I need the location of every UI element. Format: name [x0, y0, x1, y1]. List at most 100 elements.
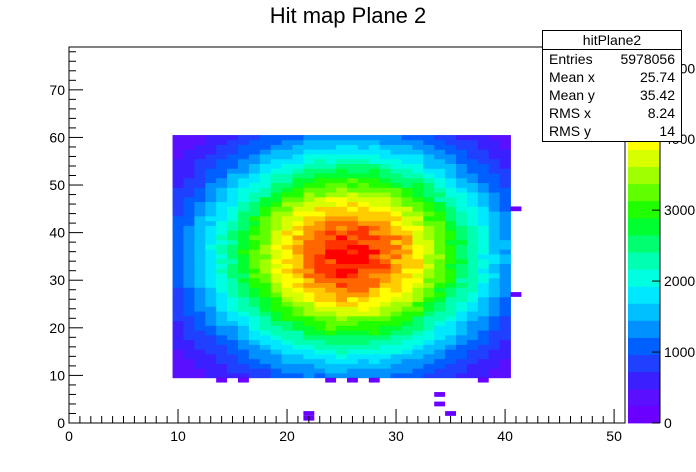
heatmap-cell: [237, 277, 250, 283]
heatmap-cell: [237, 135, 250, 141]
heatmap-cell: [379, 220, 392, 226]
heatmap-cell: [237, 334, 250, 341]
heatmap-cell: [401, 187, 413, 193]
heatmap-cell: [357, 292, 370, 298]
heatmap-cell: [336, 235, 348, 241]
heatmap-cell: [205, 163, 217, 169]
heatmap-cell: [172, 311, 184, 317]
heatmap-cell: [259, 135, 272, 141]
heatmap-cell: [216, 225, 228, 231]
heatmap-cell: [488, 235, 501, 241]
heatmap-cell: [216, 292, 228, 298]
heatmap-cell: [237, 239, 250, 245]
heatmap-cell: [347, 344, 359, 350]
heatmap-cell: [368, 254, 381, 260]
heatmap-cell: [477, 273, 490, 279]
heatmap-cell: [227, 244, 239, 250]
heatmap-cell: [336, 306, 348, 312]
heatmap-cell: [292, 215, 304, 222]
heatmap-cell: [499, 215, 511, 222]
heatmap-cell: [390, 230, 402, 236]
heatmap-cell: [292, 192, 304, 198]
heatmap-cell: [368, 339, 381, 345]
heatmap-cell-sparse: [216, 377, 228, 383]
heatmap-cell: [466, 168, 479, 174]
heatmap-cell: [325, 273, 337, 279]
heatmap-cell: [390, 235, 402, 241]
heatmap-cell: [172, 244, 184, 250]
heatmap-cell: [292, 249, 304, 255]
heatmap-cell: [216, 154, 228, 160]
heatmap-cell: [248, 268, 261, 274]
heatmap-cell: [336, 301, 348, 307]
heatmap-cell: [281, 192, 293, 198]
heatmap-cell: [456, 235, 468, 241]
heatmap-cell: [347, 206, 359, 212]
heatmap-cell: [314, 244, 326, 250]
heatmap-cell: [303, 211, 315, 217]
heatmap-cell: [237, 196, 250, 203]
heatmap-cell: [499, 139, 511, 145]
heatmap-cell: [445, 301, 457, 307]
heatmap-cell: [259, 244, 272, 250]
heatmap-cell: [314, 230, 326, 236]
heatmap-cell: [390, 368, 402, 374]
heatmap-cell: [248, 301, 261, 307]
heatmap-cell: [499, 135, 511, 141]
heatmap-cell: [292, 168, 304, 174]
heatmap-cell: [194, 158, 206, 165]
heatmap-cell: [368, 239, 381, 245]
heatmap-cell: [477, 173, 490, 179]
heatmap-cell: [347, 349, 359, 355]
heatmap-cell: [336, 325, 348, 331]
heatmap-cell: [488, 277, 501, 283]
heatmap-cell: [281, 211, 293, 217]
heatmap-cell: [379, 173, 392, 179]
heatmap-cell: [347, 301, 359, 307]
heatmap-cell: [303, 139, 315, 145]
heatmap-cell-sparse: [237, 377, 249, 383]
heatmap-cell: [205, 196, 217, 203]
heatmap-cell: [292, 296, 304, 303]
heatmap-cell: [357, 287, 370, 293]
heatmap-cell: [347, 158, 359, 165]
heatmap-cell: [216, 230, 228, 236]
heatmap-cell: [336, 211, 348, 217]
heatmap-cell: [412, 158, 424, 165]
heatmap-cell: [336, 244, 348, 250]
heatmap-cell: [314, 277, 326, 283]
heatmap-cell: [281, 315, 293, 322]
heatmap-cell: [347, 154, 359, 160]
heatmap-cell: [314, 163, 326, 169]
heatmap-cell: [303, 135, 315, 141]
heatmap-cell: [401, 244, 413, 250]
heatmap-cell: [456, 292, 468, 298]
heatmap-cell: [237, 244, 250, 250]
heatmap-cell: [227, 135, 239, 141]
heatmap-cell: [303, 368, 315, 374]
heatmap-cell: [456, 211, 468, 217]
heatmap-cell: [434, 163, 446, 169]
heatmap-cell: [292, 344, 304, 350]
heatmap-cell: [466, 230, 479, 236]
heatmap-cell: [281, 296, 293, 303]
heatmap-cell: [227, 273, 239, 279]
heatmap-cell: [259, 173, 272, 179]
heatmap-cell: [227, 215, 239, 222]
heatmap-cell: [216, 192, 228, 198]
heatmap-cell: [237, 296, 250, 303]
heatmap-cell: [477, 225, 490, 231]
heatmap-cell: [194, 373, 206, 379]
heatmap-cell: [237, 306, 250, 312]
y-tick-label: 30: [49, 272, 65, 288]
heatmap-cell: [194, 339, 206, 345]
heatmap-cell: [172, 254, 184, 260]
heatmap-cell: [281, 239, 293, 245]
heatmap-cell: [172, 268, 184, 274]
stats-row-entries: Entries 5978056: [543, 50, 681, 68]
heatmap-cell: [445, 268, 457, 274]
heatmap-cell: [412, 363, 424, 369]
heatmap-cell: [194, 225, 206, 231]
heatmap-cell: [270, 330, 282, 336]
heatmap-cell-sparse: [445, 411, 457, 416]
